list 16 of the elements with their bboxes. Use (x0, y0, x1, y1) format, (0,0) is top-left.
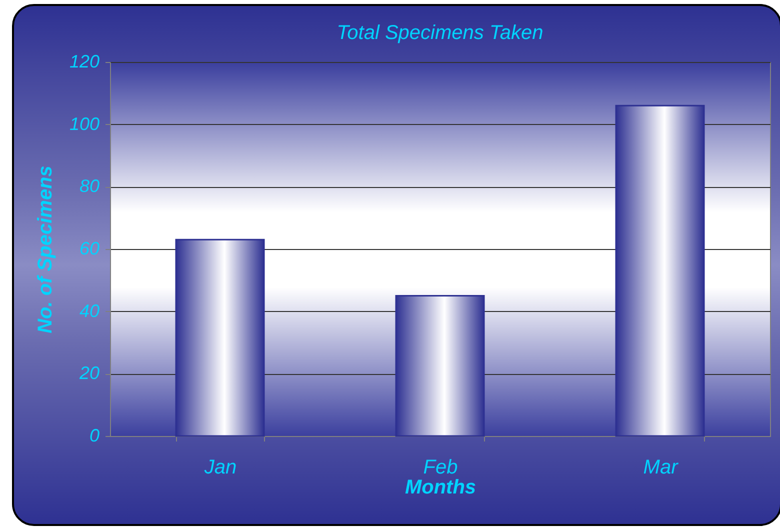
y-tick-label: 20 (78, 363, 100, 384)
y-tick-label: 80 (79, 176, 100, 196)
bar (615, 104, 705, 437)
y-axis-title: No. of Specimens (34, 166, 56, 334)
y-tick-label: 40 (79, 300, 100, 321)
x-tick-label: Mar (643, 456, 680, 478)
bar (175, 238, 265, 437)
y-tick-label: 0 (89, 426, 100, 446)
y-tick-label: 60 (79, 238, 100, 258)
chart-title: Total Specimens Taken (336, 22, 544, 44)
x-tick-label: Feb (423, 456, 458, 478)
y-tick-label: 100 (69, 114, 100, 134)
x-tick-label: Jan (203, 456, 237, 478)
bar (395, 295, 485, 437)
y-tick-label: 120 (69, 52, 100, 72)
x-axis-title: Months (404, 476, 476, 498)
